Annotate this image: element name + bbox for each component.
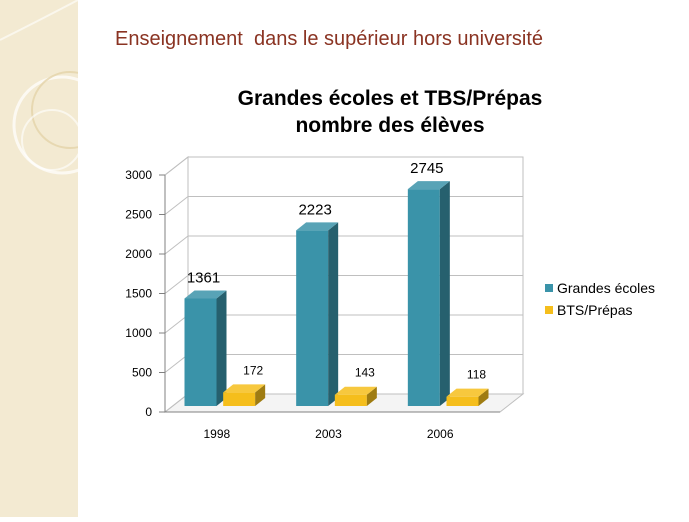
legend-label-bts-prepas: BTS/Prépas <box>557 302 633 318</box>
legend-label-grandes-ecoles: Grandes écoles <box>557 280 656 296</box>
bar-bts-prepas-2006-top <box>446 388 489 397</box>
bar-bts-prepas-2006-value-label: 118 <box>467 368 486 382</box>
bar-grandes-ecoles-2003-top <box>296 222 339 231</box>
bar-grandes-ecoles-1998-front <box>184 298 217 406</box>
x-tick-label-2006: 2006 <box>427 427 454 441</box>
grid-diagonal-5 <box>164 196 189 215</box>
bar-grandes-ecoles-2006-front <box>407 189 440 406</box>
y-tick-label-6: 3000 <box>125 168 152 182</box>
bar-grandes-ecoles-2003-side <box>328 222 339 406</box>
bar-grandes-ecoles-2006-top <box>407 181 450 190</box>
bar-grandes-ecoles-1998-side <box>216 290 227 406</box>
bar-grandes-ecoles-2003-front <box>296 230 329 406</box>
bar-grandes-ecoles-2006-value-label: 2745 <box>410 160 443 177</box>
x-tick-label-1998: 1998 <box>203 427 230 441</box>
bar-bts-prepas-1998-front <box>223 392 256 406</box>
grid-diagonal-4 <box>164 235 189 255</box>
chart-title-line-2: nombre des élèves <box>295 114 485 137</box>
bar-grandes-ecoles-1998-top <box>184 290 227 299</box>
bar-grandes-ecoles-2006-side <box>439 181 450 406</box>
bar-bts-prepas-2003-value-label: 143 <box>355 366 375 380</box>
x-tick-label-2003: 2003 <box>315 427 342 441</box>
legend-item-grandes-ecoles: Grandes écoles <box>545 277 655 299</box>
y-tick-label-4: 2000 <box>125 247 152 261</box>
legend: Grandes écoles BTS/Prépas <box>545 277 655 321</box>
grid-diagonal-0 <box>164 393 189 413</box>
y-tick-label-2: 1000 <box>125 326 152 340</box>
bar-bts-prepas-2003-front <box>334 394 367 406</box>
bar-bts-prepas-1998-top <box>223 384 266 393</box>
bar-bts-prepas-2003-side <box>366 386 377 406</box>
grid-diagonal-2 <box>164 314 189 334</box>
grid-diagonal-1 <box>164 354 189 373</box>
grid-diagonal-6 <box>164 156 189 176</box>
chart-title: Grandes écoles et TBS/Prépas nombre des … <box>190 85 590 139</box>
legend-item-bts-prepas: BTS/Prépas <box>545 299 655 321</box>
y-tick-label-0: 0 <box>145 405 152 419</box>
bar-bts-prepas-2006-front <box>446 396 479 406</box>
bar-bts-prepas-1998-side <box>255 384 266 406</box>
bar-bts-prepas-2003-top <box>334 386 377 395</box>
y-tick-label-1: 500 <box>132 366 152 380</box>
slide-title: Enseignement dans le supérieur hors univ… <box>115 28 544 50</box>
chart-title-line-1: Grandes écoles et TBS/Prépas <box>237 87 543 110</box>
legend-swatch-grandes-ecoles <box>545 284 553 292</box>
bar-grandes-ecoles-1998-value-label: 1361 <box>187 269 220 286</box>
legend-swatch-bts-prepas <box>545 306 553 314</box>
bar-bts-prepas-2006-side <box>478 388 489 406</box>
decorative-side-panel <box>0 0 112 517</box>
y-tick-label-3: 1500 <box>125 287 152 301</box>
grid-diagonal-3 <box>164 275 189 294</box>
bar-bts-prepas-1998-value-label: 172 <box>243 363 263 377</box>
bar-grandes-ecoles-2003-value-label: 2223 <box>298 201 331 218</box>
y-tick-label-5: 2500 <box>125 208 152 222</box>
